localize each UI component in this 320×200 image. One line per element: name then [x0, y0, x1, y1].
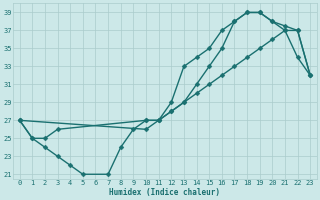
- X-axis label: Humidex (Indice chaleur): Humidex (Indice chaleur): [109, 188, 220, 197]
